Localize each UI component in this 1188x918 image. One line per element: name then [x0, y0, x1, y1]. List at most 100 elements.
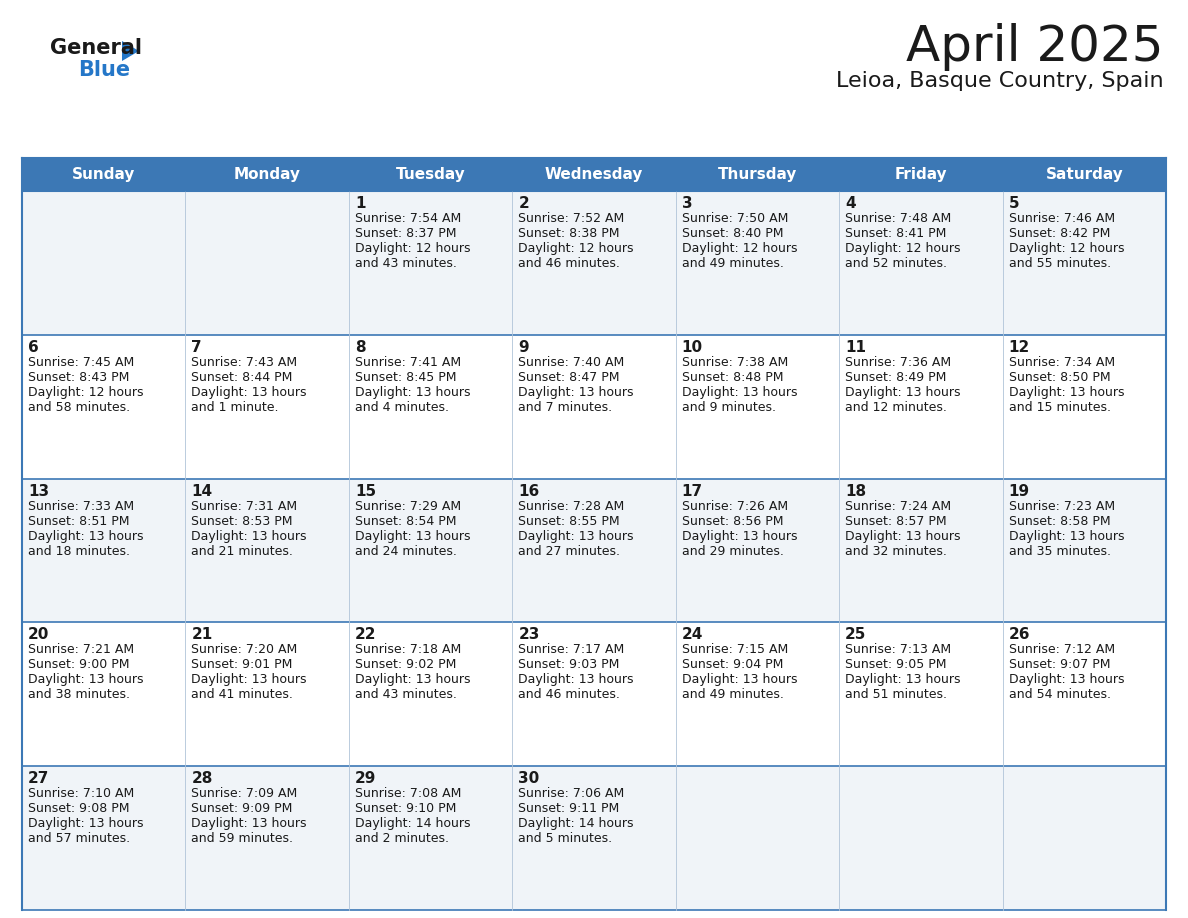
Text: 11: 11: [845, 340, 866, 354]
Text: Sunset: 8:48 PM: Sunset: 8:48 PM: [682, 371, 783, 384]
Text: Daylight: 13 hours: Daylight: 13 hours: [355, 530, 470, 543]
Text: Leioa, Basque Country, Spain: Leioa, Basque Country, Spain: [836, 71, 1164, 91]
Text: Daylight: 13 hours: Daylight: 13 hours: [191, 674, 307, 687]
Text: and 46 minutes.: and 46 minutes.: [518, 257, 620, 270]
Text: Daylight: 14 hours: Daylight: 14 hours: [518, 817, 633, 830]
Text: Sunset: 9:07 PM: Sunset: 9:07 PM: [1009, 658, 1110, 671]
Text: 4: 4: [845, 196, 855, 211]
Text: Sunset: 9:04 PM: Sunset: 9:04 PM: [682, 658, 783, 671]
Text: and 24 minutes.: and 24 minutes.: [355, 544, 456, 557]
Text: Sunset: 8:44 PM: Sunset: 8:44 PM: [191, 371, 292, 384]
Bar: [23, 191, 1165, 335]
Text: Daylight: 13 hours: Daylight: 13 hours: [29, 817, 144, 830]
Text: 17: 17: [682, 484, 703, 498]
Text: 3: 3: [682, 196, 693, 211]
Text: Sunrise: 7:15 AM: Sunrise: 7:15 AM: [682, 644, 788, 656]
Text: 30: 30: [518, 771, 539, 786]
Text: Daylight: 13 hours: Daylight: 13 hours: [191, 530, 307, 543]
Text: April 2025: April 2025: [906, 23, 1164, 71]
Text: 23: 23: [518, 627, 539, 643]
Text: 27: 27: [29, 771, 50, 786]
Text: and 7 minutes.: and 7 minutes.: [518, 401, 612, 414]
Text: and 5 minutes.: and 5 minutes.: [518, 833, 612, 845]
Text: Sunrise: 7:23 AM: Sunrise: 7:23 AM: [1009, 499, 1114, 512]
Text: and 49 minutes.: and 49 minutes.: [682, 257, 784, 270]
Text: 8: 8: [355, 340, 366, 354]
Bar: [23, 767, 1165, 910]
Text: Sunset: 8:56 PM: Sunset: 8:56 PM: [682, 515, 783, 528]
Text: Sunday: Sunday: [72, 167, 135, 182]
Text: 10: 10: [682, 340, 703, 354]
Text: Sunrise: 7:46 AM: Sunrise: 7:46 AM: [1009, 212, 1114, 225]
Text: Sunrise: 7:38 AM: Sunrise: 7:38 AM: [682, 356, 788, 369]
Text: Sunset: 8:50 PM: Sunset: 8:50 PM: [1009, 371, 1111, 384]
Text: Sunrise: 7:50 AM: Sunrise: 7:50 AM: [682, 212, 788, 225]
Text: Sunrise: 7:24 AM: Sunrise: 7:24 AM: [845, 499, 952, 512]
Text: and 2 minutes.: and 2 minutes.: [355, 833, 449, 845]
Text: Sunset: 8:57 PM: Sunset: 8:57 PM: [845, 515, 947, 528]
Text: Sunset: 9:11 PM: Sunset: 9:11 PM: [518, 802, 619, 815]
Text: Daylight: 12 hours: Daylight: 12 hours: [845, 242, 961, 255]
Text: 2: 2: [518, 196, 529, 211]
Text: and 43 minutes.: and 43 minutes.: [355, 688, 456, 701]
Text: 16: 16: [518, 484, 539, 498]
Text: 7: 7: [191, 340, 202, 354]
Text: Sunrise: 7:52 AM: Sunrise: 7:52 AM: [518, 212, 625, 225]
Text: Sunset: 9:08 PM: Sunset: 9:08 PM: [29, 802, 129, 815]
Text: Sunset: 8:58 PM: Sunset: 8:58 PM: [1009, 515, 1111, 528]
Text: and 46 minutes.: and 46 minutes.: [518, 688, 620, 701]
Text: Daylight: 13 hours: Daylight: 13 hours: [1009, 674, 1124, 687]
Text: Sunrise: 7:34 AM: Sunrise: 7:34 AM: [1009, 356, 1114, 369]
Bar: [23, 478, 1165, 622]
Text: and 41 minutes.: and 41 minutes.: [191, 688, 293, 701]
Text: Sunrise: 7:26 AM: Sunrise: 7:26 AM: [682, 499, 788, 512]
Text: Saturday: Saturday: [1045, 167, 1123, 182]
Text: 6: 6: [29, 340, 39, 354]
Text: Daylight: 12 hours: Daylight: 12 hours: [682, 242, 797, 255]
Text: and 18 minutes.: and 18 minutes.: [29, 544, 129, 557]
Text: Sunrise: 7:20 AM: Sunrise: 7:20 AM: [191, 644, 298, 656]
Text: Sunrise: 7:33 AM: Sunrise: 7:33 AM: [29, 499, 134, 512]
Text: Sunset: 8:45 PM: Sunset: 8:45 PM: [355, 371, 456, 384]
Text: Sunset: 9:02 PM: Sunset: 9:02 PM: [355, 658, 456, 671]
Text: Sunset: 8:55 PM: Sunset: 8:55 PM: [518, 515, 620, 528]
Text: 24: 24: [682, 627, 703, 643]
Text: 14: 14: [191, 484, 213, 498]
Text: Sunset: 8:51 PM: Sunset: 8:51 PM: [29, 515, 129, 528]
Text: Friday: Friday: [895, 167, 947, 182]
Text: Sunrise: 7:10 AM: Sunrise: 7:10 AM: [29, 788, 134, 800]
Text: and 1 minute.: and 1 minute.: [191, 401, 279, 414]
Text: 15: 15: [355, 484, 375, 498]
Text: Sunrise: 7:12 AM: Sunrise: 7:12 AM: [1009, 644, 1114, 656]
Text: Daylight: 13 hours: Daylight: 13 hours: [355, 386, 470, 398]
Text: 25: 25: [845, 627, 866, 643]
Bar: [23, 158, 1165, 191]
Text: Daylight: 12 hours: Daylight: 12 hours: [29, 386, 144, 398]
Text: and 59 minutes.: and 59 minutes.: [191, 833, 293, 845]
Text: and 58 minutes.: and 58 minutes.: [29, 401, 131, 414]
Text: and 29 minutes.: and 29 minutes.: [682, 544, 784, 557]
Text: and 32 minutes.: and 32 minutes.: [845, 544, 947, 557]
Text: Tuesday: Tuesday: [396, 167, 466, 182]
Text: Sunset: 8:41 PM: Sunset: 8:41 PM: [845, 227, 947, 240]
Text: and 49 minutes.: and 49 minutes.: [682, 688, 784, 701]
Text: Daylight: 13 hours: Daylight: 13 hours: [845, 674, 961, 687]
Text: Sunrise: 7:36 AM: Sunrise: 7:36 AM: [845, 356, 952, 369]
Text: Daylight: 13 hours: Daylight: 13 hours: [682, 674, 797, 687]
Text: Sunrise: 7:13 AM: Sunrise: 7:13 AM: [845, 644, 952, 656]
Text: and 15 minutes.: and 15 minutes.: [1009, 401, 1111, 414]
Text: and 57 minutes.: and 57 minutes.: [29, 833, 131, 845]
Text: Daylight: 13 hours: Daylight: 13 hours: [355, 674, 470, 687]
Text: Daylight: 13 hours: Daylight: 13 hours: [518, 674, 633, 687]
Text: 9: 9: [518, 340, 529, 354]
Text: Sunset: 8:53 PM: Sunset: 8:53 PM: [191, 515, 293, 528]
Text: Sunrise: 7:08 AM: Sunrise: 7:08 AM: [355, 788, 461, 800]
Text: Sunset: 8:42 PM: Sunset: 8:42 PM: [1009, 227, 1110, 240]
Text: 18: 18: [845, 484, 866, 498]
Text: Daylight: 12 hours: Daylight: 12 hours: [355, 242, 470, 255]
Text: Sunset: 8:49 PM: Sunset: 8:49 PM: [845, 371, 947, 384]
Text: Daylight: 13 hours: Daylight: 13 hours: [29, 530, 144, 543]
Text: and 54 minutes.: and 54 minutes.: [1009, 688, 1111, 701]
Text: Sunset: 8:47 PM: Sunset: 8:47 PM: [518, 371, 620, 384]
Text: Daylight: 13 hours: Daylight: 13 hours: [1009, 530, 1124, 543]
